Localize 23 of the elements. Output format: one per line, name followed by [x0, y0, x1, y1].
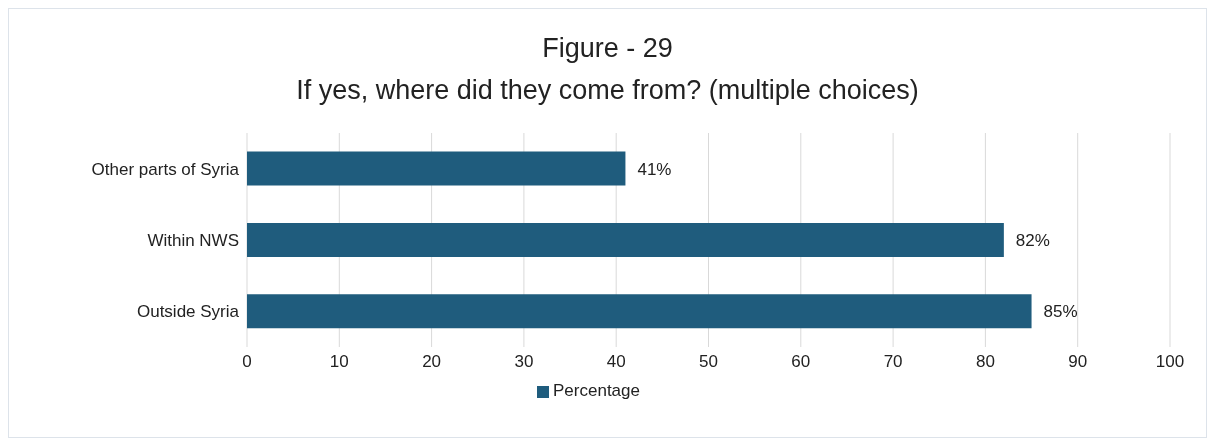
x-tick-label: 50: [699, 352, 718, 372]
legend-label: Percentage: [553, 381, 640, 400]
bar: [247, 294, 1032, 329]
data-label: 85%: [1043, 302, 1078, 322]
x-tick-label: 100: [1155, 352, 1185, 372]
bar: [247, 222, 1004, 257]
y-tick-label: Other parts of Syria: [91, 159, 240, 179]
x-tick-label: 80: [975, 352, 995, 372]
x-tick-label: 40: [606, 352, 626, 372]
y-tick-label: Within NWS: [147, 231, 239, 251]
x-tick-label: 0: [242, 352, 252, 372]
x-tick-label: 60: [791, 352, 811, 372]
chart-subtitle: If yes, where did they come from? (multiple choices): [295, 74, 920, 107]
bar: [247, 151, 626, 186]
data-label: 82%: [1015, 230, 1050, 250]
x-tick-label: 20: [422, 352, 442, 372]
x-tick-label: 70: [883, 352, 903, 372]
x-tick-label: 30: [514, 352, 534, 372]
x-tick-label: 90: [1068, 352, 1088, 372]
y-tick-label: Outside Syria: [136, 302, 240, 322]
data-label: 41%: [637, 159, 672, 179]
x-tick-label: 10: [329, 352, 349, 372]
chart-title: Figure - 29: [541, 32, 674, 65]
